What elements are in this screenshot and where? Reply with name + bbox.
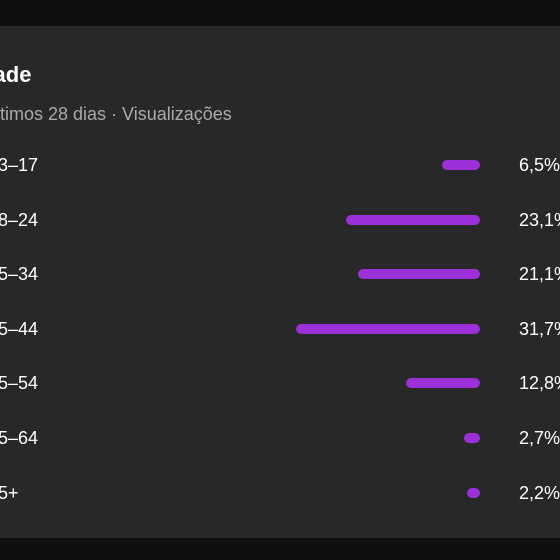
percentage-bar — [467, 488, 480, 498]
card-subtitle: Últimos 28 dias · Visualizações — [0, 104, 232, 124]
bar-track — [256, 160, 480, 170]
card-title: Idade — [0, 62, 32, 87]
percentage-bar — [464, 433, 480, 443]
bar-track — [256, 433, 480, 443]
percentage-bar — [442, 160, 480, 170]
bar-track — [256, 488, 480, 498]
age-range-label: 25–34 — [0, 264, 39, 284]
age-row: 55–64 2,7% — [0, 423, 560, 453]
percentage-bar — [296, 324, 480, 334]
bar-track — [256, 215, 480, 225]
percentage-value: 23,1% — [519, 210, 560, 230]
percentage-value: 6,5% — [519, 155, 560, 175]
age-demographics-card: Idade Últimos 28 dias · Visualizações 13… — [0, 26, 560, 538]
percentage-value: 2,2% — [519, 483, 560, 503]
bar-track — [256, 269, 480, 279]
percentage-value: 21,1% — [519, 264, 560, 284]
age-row: 18–24 23,1% — [0, 205, 560, 235]
percentage-value: 2,7% — [519, 428, 560, 448]
age-row: 45–54 12,8% — [0, 368, 560, 398]
age-row: 65+ 2,2% — [0, 478, 560, 508]
age-range-label: 18–24 — [0, 210, 39, 230]
age-row: 35–44 31,7% — [0, 314, 560, 344]
age-row: 25–34 21,1% — [0, 259, 560, 289]
percentage-value: 12,8% — [519, 373, 560, 393]
age-range-label: 55–64 — [0, 428, 39, 448]
bar-track — [256, 324, 480, 334]
age-range-label: 13–17 — [0, 155, 39, 175]
age-range-label: 35–44 — [0, 319, 39, 339]
percentage-bar — [357, 269, 480, 279]
percentage-bar — [405, 378, 480, 388]
age-range-label: 65+ — [0, 483, 19, 503]
age-range-label: 45–54 — [0, 373, 39, 393]
percentage-bar — [345, 215, 480, 225]
percentage-value: 31,7% — [519, 319, 560, 339]
bar-track — [256, 378, 480, 388]
age-row: 13–17 6,5% — [0, 150, 560, 180]
